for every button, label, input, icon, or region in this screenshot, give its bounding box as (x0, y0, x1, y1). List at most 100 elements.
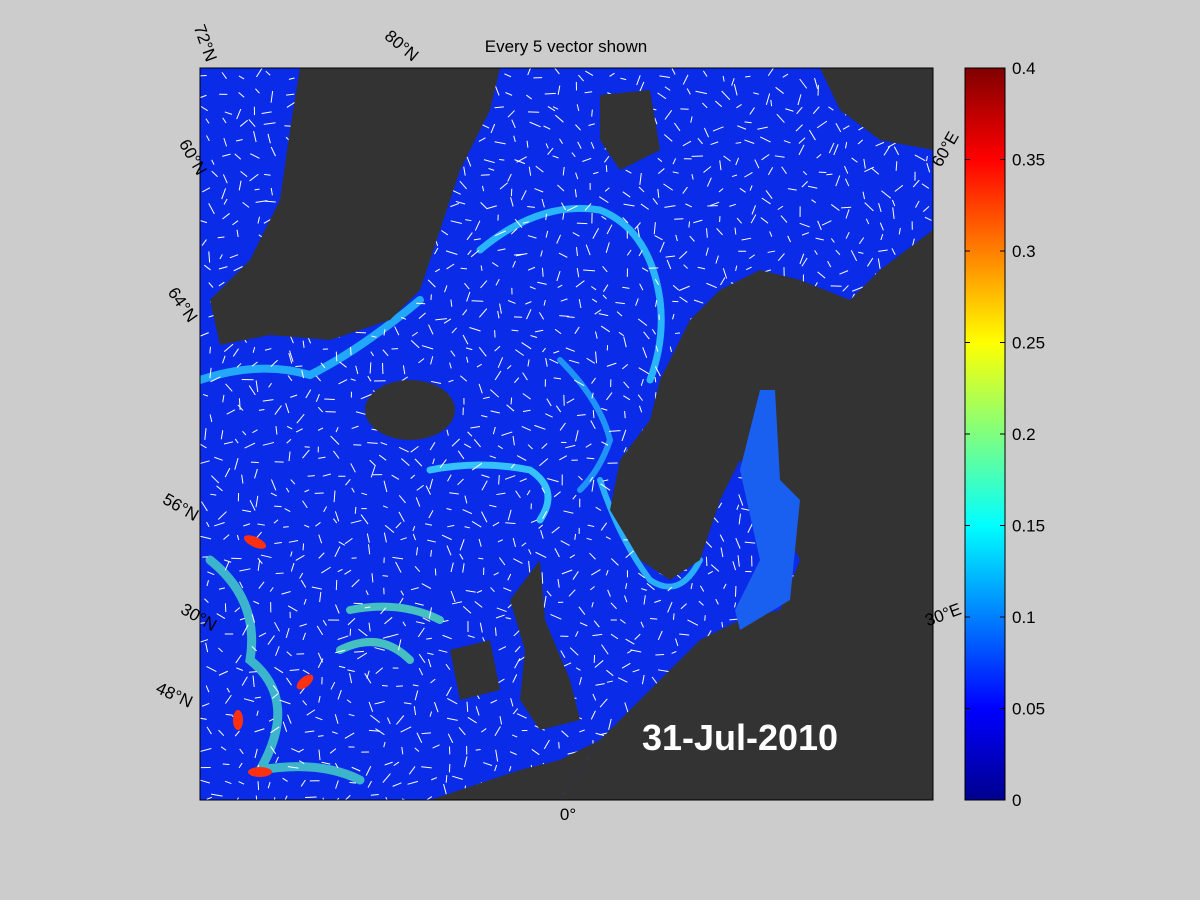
vector (481, 185, 485, 192)
vector (421, 345, 434, 350)
vector (657, 157, 663, 163)
vector (446, 263, 455, 270)
vector (506, 365, 512, 370)
vector (241, 676, 248, 686)
vector (546, 398, 552, 407)
vector (522, 372, 528, 381)
vector (480, 265, 483, 271)
vector (488, 167, 495, 171)
vector (636, 75, 641, 86)
vector (664, 205, 676, 208)
vector (599, 698, 608, 708)
vector (617, 677, 628, 683)
vector (591, 479, 595, 492)
vector (619, 619, 626, 624)
vector (242, 509, 252, 513)
vector (845, 209, 850, 219)
vector (586, 537, 592, 541)
vector (554, 548, 560, 558)
vector (871, 167, 880, 175)
vector (465, 589, 476, 593)
vector (274, 666, 284, 674)
vector (512, 435, 515, 446)
vector (557, 85, 561, 95)
vector (410, 446, 419, 453)
vector (271, 692, 279, 699)
vector (600, 483, 611, 491)
vector (723, 155, 731, 162)
vector (421, 732, 432, 735)
vector (579, 729, 585, 733)
vector (512, 708, 519, 715)
vector (686, 88, 691, 95)
vector (721, 621, 724, 628)
vector (494, 627, 497, 636)
vector (290, 394, 298, 398)
vector (589, 476, 594, 482)
vector (894, 184, 904, 192)
vector (425, 796, 433, 800)
vector (431, 777, 438, 781)
vector (720, 547, 724, 558)
vector (450, 590, 456, 603)
vector (469, 327, 481, 332)
vector (463, 166, 466, 176)
vector (584, 91, 593, 94)
vector (799, 222, 810, 228)
vector (483, 762, 493, 766)
vector (286, 651, 292, 657)
vector (395, 522, 402, 529)
vector (272, 684, 280, 693)
vector (256, 710, 259, 716)
land (210, 68, 933, 800)
vector (350, 346, 352, 356)
vector (642, 347, 648, 358)
vector (865, 218, 870, 225)
vector (336, 797, 340, 800)
vector (539, 458, 549, 467)
vector (220, 430, 224, 440)
vector (479, 622, 483, 633)
vector (624, 702, 629, 714)
vector (638, 81, 645, 93)
vector (254, 748, 258, 759)
vector (606, 362, 617, 367)
vector (553, 377, 562, 380)
vector (698, 600, 704, 606)
vector (922, 205, 930, 212)
vector (432, 458, 435, 465)
vector (475, 748, 481, 751)
vector (590, 710, 596, 720)
vector (507, 573, 512, 581)
colorbar-tick-label: 0.15 (1012, 517, 1045, 536)
vector (590, 420, 596, 430)
vector (446, 429, 449, 436)
vector (489, 455, 497, 459)
vector (591, 601, 594, 608)
vector (654, 366, 661, 377)
vector (625, 583, 628, 590)
vector (494, 345, 501, 352)
vector (558, 455, 568, 461)
vector (826, 173, 833, 176)
vector (223, 559, 232, 563)
vector (361, 492, 368, 496)
vector (891, 248, 896, 255)
vector (653, 222, 656, 235)
vector (574, 379, 585, 387)
vector (557, 284, 563, 288)
vector (785, 108, 794, 112)
vector (605, 242, 610, 253)
vector (549, 358, 559, 364)
vector (739, 187, 746, 193)
vector (828, 106, 834, 111)
vector (507, 173, 512, 182)
vector (315, 393, 320, 402)
vector (335, 604, 340, 614)
vector (200, 94, 207, 99)
vector (462, 606, 472, 614)
vector (887, 142, 896, 148)
vector (403, 702, 412, 705)
vector (480, 728, 487, 733)
vector (623, 395, 631, 401)
